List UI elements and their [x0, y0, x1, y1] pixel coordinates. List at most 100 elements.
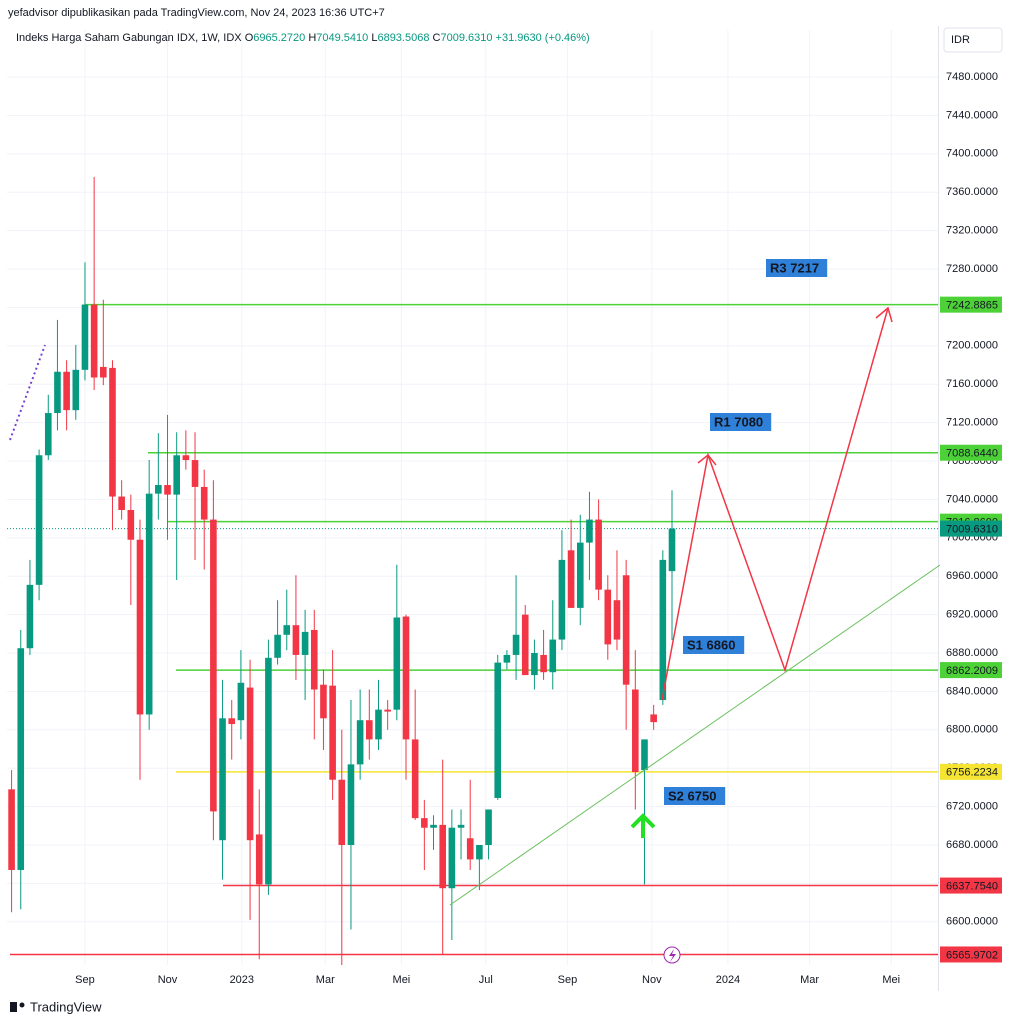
- candle-body: [531, 653, 538, 676]
- y-tick-label: 7120.0000: [946, 417, 998, 429]
- legend: Indeks Harga Saham Gabungan IDX, 1W, IDX…: [16, 32, 590, 44]
- candle-body: [430, 824, 437, 828]
- x-tick-label: Mar: [316, 974, 335, 986]
- legend-value: 6965.2720: [253, 32, 305, 44]
- price-tag: [940, 296, 1002, 313]
- candle-body: [503, 654, 511, 663]
- candle-body: [210, 519, 217, 812]
- price-tag: [940, 763, 1002, 780]
- candle-body: [63, 371, 70, 411]
- trend-line: [449, 564, 941, 906]
- x-tick-label: 2024: [716, 974, 740, 986]
- y-tick-label: 7440.0000: [946, 109, 998, 121]
- candle-body: [310, 629, 318, 690]
- price-tag: [940, 946, 1002, 963]
- price-tag-label: 7088.6440: [946, 448, 998, 460]
- candle-body: [191, 460, 199, 487]
- candle-body: [476, 845, 483, 860]
- annotation-box: [766, 259, 828, 277]
- candle-body: [118, 496, 125, 510]
- candle-body: [540, 654, 547, 673]
- annotation-box: [683, 636, 745, 654]
- candle-body: [375, 709, 382, 740]
- legend-value: 6893.5068: [377, 32, 429, 44]
- candle-body: [668, 528, 676, 572]
- candle-body: [8, 789, 15, 870]
- price-tag-label: 6862.2009: [946, 665, 998, 677]
- candle-body: [90, 304, 98, 378]
- candle-body: [613, 600, 621, 640]
- legend-value: 7009.6310: [440, 32, 492, 44]
- legend-change-pct: (+0.46%): [545, 32, 590, 44]
- dotted-trend: [9, 344, 46, 441]
- y-tick-label: 6680.0000: [946, 839, 998, 851]
- candle-body: [26, 584, 34, 649]
- price-tag-label: 6565.9702: [946, 949, 998, 961]
- price-tag-label: 7242.8865: [946, 300, 998, 312]
- candle-body: [228, 718, 236, 725]
- candle-body: [632, 689, 639, 773]
- y-tick-label: 7200.0000: [946, 340, 998, 352]
- candle-body: [109, 367, 116, 497]
- candle-body: [448, 827, 456, 889]
- candle-body: [558, 559, 566, 640]
- y-tick-label: 6840.0000: [946, 685, 998, 697]
- candle-body: [402, 616, 410, 740]
- projection: [661, 307, 889, 701]
- candle-body: [393, 617, 401, 710]
- candle-body: [219, 718, 226, 841]
- price-tag-label: 7009.6310: [946, 523, 998, 535]
- grid: [7, 30, 938, 965]
- candle-body: [512, 634, 520, 655]
- candle-body: [301, 631, 309, 655]
- candle-body: [421, 818, 428, 828]
- y-tick-label: 7360.0000: [946, 186, 998, 198]
- y-tick-label: 7040.0000: [946, 493, 998, 505]
- legend-change: +31.9630: [496, 32, 542, 44]
- currency-box[interactable]: [943, 27, 1003, 53]
- annotation: S1 6860: [687, 637, 735, 652]
- price-tag: [940, 444, 1002, 461]
- y-tick-label: 7280.0000: [946, 263, 998, 275]
- y-tick-label: 7320.0000: [946, 225, 998, 237]
- candle-body: [44, 413, 52, 456]
- candle-body: [246, 687, 254, 841]
- arrow-head: [875, 306, 893, 323]
- candle-body: [283, 625, 291, 635]
- x-tick-label: Mar: [800, 974, 819, 986]
- candle-body: [54, 371, 61, 414]
- annotation-box: [664, 787, 726, 805]
- y-tick-label: 6600.0000: [946, 916, 998, 928]
- candle-body: [100, 366, 107, 378]
- candle-body: [521, 614, 529, 676]
- arrow-head: [697, 453, 717, 466]
- candle-body: [494, 662, 502, 798]
- candle-body: [356, 720, 364, 765]
- candle-body: [200, 486, 208, 520]
- x-tick-label: Mei: [882, 974, 900, 986]
- candle-body: [595, 519, 602, 590]
- candle-body: [576, 542, 584, 608]
- candle-body: [35, 455, 43, 585]
- annotation: S2 6750: [668, 788, 716, 803]
- candle-body: [164, 485, 171, 495]
- candle-body: [329, 685, 336, 780]
- legend-key: C: [433, 32, 441, 44]
- candle-body: [604, 589, 612, 645]
- candle-body: [659, 559, 667, 701]
- candle-body: [182, 455, 190, 461]
- candle-body: [292, 625, 300, 655]
- x-tick-label: Jul: [479, 974, 493, 986]
- candle-body: [641, 739, 648, 771]
- price-tag-label: 6637.7540: [946, 880, 998, 892]
- price-tag: [940, 520, 1002, 537]
- candle-body: [72, 369, 80, 411]
- candle-body: [347, 764, 355, 846]
- price-tag-label: 6756.2234: [946, 767, 998, 779]
- x-tick-label: Nov: [642, 974, 662, 986]
- up-arrow: [630, 813, 656, 838]
- annotation: R3 7217: [770, 260, 819, 275]
- footer: TradingView: [30, 999, 102, 1014]
- y-tick-label: 7160.0000: [946, 378, 998, 390]
